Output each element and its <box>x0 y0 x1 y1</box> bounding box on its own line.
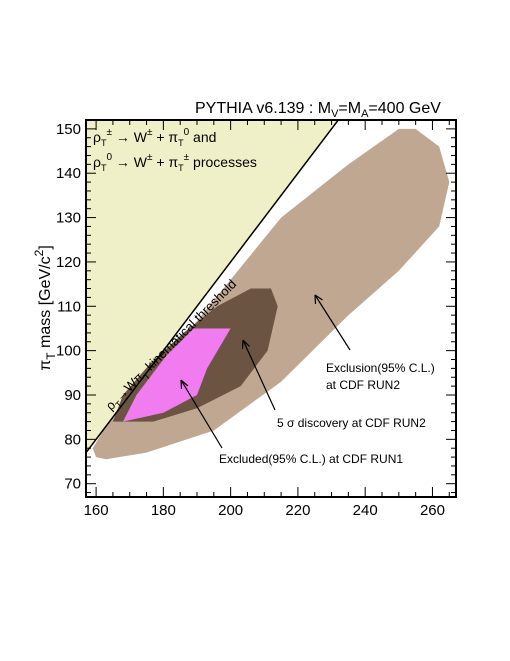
y-tick-label: 140 <box>56 165 81 182</box>
discovery-arrowhead <box>241 339 250 350</box>
exclusion-label-line1: Exclusion(95% C.L.) <box>326 361 435 375</box>
y-tick-label: 100 <box>56 343 81 360</box>
x-tick-label: 220 <box>285 502 310 519</box>
chart-title: PYTHIA v6.139 : MV=MA=400 GeV <box>195 100 441 120</box>
x-tick-label: 240 <box>353 502 378 519</box>
excluded-run1-arrowhead <box>180 379 189 390</box>
y-tick-label: 130 <box>56 210 81 227</box>
x-tick-label: 160 <box>84 502 109 519</box>
y-tick-label: 70 <box>64 476 81 493</box>
excluded-run1-label: Excluded(95% C.L.) at CDF RUN1 <box>219 452 403 466</box>
y-tick-label: 120 <box>56 254 81 271</box>
y-tick-label: 80 <box>64 431 81 448</box>
y-tick-label: 90 <box>64 387 81 404</box>
exclusion-label-line2: at CDF RUN2 <box>326 378 400 392</box>
processes-line2: ρT0 → W± + πT± processes <box>93 152 257 173</box>
x-tick-label: 180 <box>151 502 176 519</box>
y-tick-label: 150 <box>56 121 81 138</box>
processes-line1: ρT± → W± + πT0 and <box>93 127 216 148</box>
region-excluded-run1 <box>123 328 231 422</box>
exclusion-arrowhead <box>314 294 323 305</box>
y-tick-label: 110 <box>57 298 81 315</box>
regions-group <box>86 120 450 460</box>
x-tick-label: 260 <box>420 502 445 519</box>
axes-group: 160 180 200 220 240 260 70 80 90 100 110 120 130 140 1… <box>56 119 457 519</box>
threshold-group <box>86 120 339 454</box>
discovery-arrow <box>242 339 276 411</box>
plot-frame <box>85 119 457 498</box>
exclusion-arrow <box>314 294 351 351</box>
discovery-label: 5 σ discovery at CDF RUN2 <box>277 416 426 430</box>
threshold-line <box>86 120 339 454</box>
x-tick-label: 200 <box>218 502 243 519</box>
y-axis-label: πT mass [GeV/c2] <box>32 245 58 371</box>
excluded-run1-arrow <box>180 379 223 449</box>
